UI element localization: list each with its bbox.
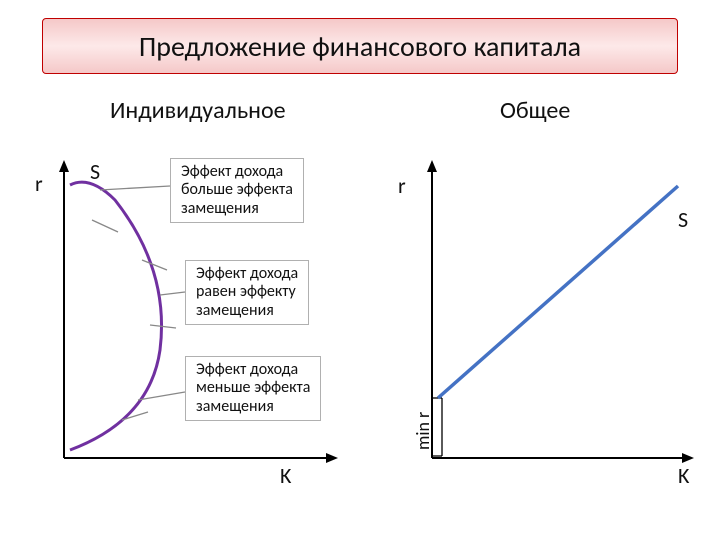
callout-1: Эффект дохода больше эффекта замещения — [170, 158, 304, 223]
right-curve-label: S — [678, 206, 688, 233]
callout-1-line2: больше эффекта — [181, 181, 293, 199]
callout-3-line2: меньше эффекта — [196, 379, 310, 397]
right-chart-svg — [390, 160, 700, 500]
callout-2-line2: равен эффекту — [196, 283, 298, 301]
right-y-label: r — [398, 172, 406, 199]
page-title: Предложение финансового капитала — [139, 29, 581, 64]
left-y-label: r — [35, 170, 43, 197]
left-chart: r S K Эффект дохода больше эффекта замещ… — [30, 160, 370, 500]
right-chart: r S K min r — [390, 160, 700, 500]
callout-1-line1: Эффект дохода — [181, 163, 293, 181]
callout-2-line1: Эффект дохода — [196, 265, 298, 283]
callout-3-line3: замещения — [196, 398, 310, 416]
callout-2: Эффект дохода равен эффекту замещения — [185, 260, 309, 325]
left-x-label: K — [280, 462, 291, 489]
left-curve-label: S — [90, 158, 100, 185]
callout-2-line3: замещения — [196, 302, 298, 320]
right-x-label: K — [678, 462, 689, 489]
callout-3: Эффект дохода меньше эффекта замещения — [185, 356, 321, 421]
right-heading: Общее — [500, 96, 570, 125]
left-heading: Индивидуальное — [110, 96, 286, 125]
min-r-label: min r — [412, 412, 434, 450]
title-banner: Предложение финансового капитала — [42, 18, 678, 74]
callout-3-line1: Эффект дохода — [196, 361, 310, 379]
callout-1-line3: замещения — [181, 200, 293, 218]
